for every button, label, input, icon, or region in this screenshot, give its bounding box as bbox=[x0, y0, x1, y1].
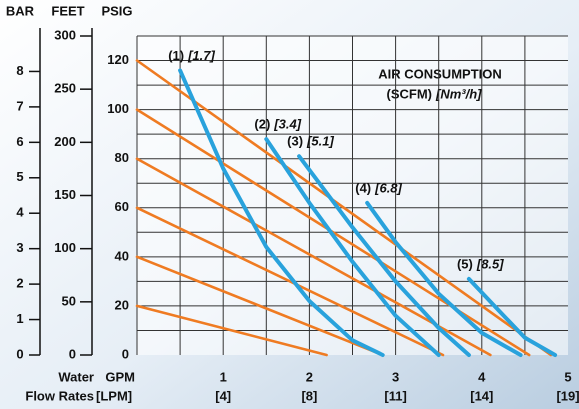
curve-label-metric: [1.7] bbox=[187, 48, 215, 63]
air-curve bbox=[297, 154, 471, 357]
feet-axis-title: FEET bbox=[51, 3, 84, 18]
y-tick-label: 20 bbox=[115, 297, 129, 312]
feet-tick-label: 50 bbox=[62, 293, 76, 308]
bar-tick-label: 0 bbox=[16, 346, 23, 361]
pressure-line bbox=[135, 304, 328, 357]
psig-axis-title: PSIG bbox=[101, 3, 132, 18]
x-sub-tick-label: [8] bbox=[301, 388, 317, 403]
bar-tick-label: 7 bbox=[16, 98, 23, 113]
x-tick-label: 5 bbox=[564, 369, 571, 384]
feet-tick-label: 250 bbox=[54, 81, 76, 96]
y-tick-label: 40 bbox=[115, 248, 129, 263]
feet-tick-label: 100 bbox=[54, 240, 76, 255]
curve-label-metric: [3.4] bbox=[273, 116, 301, 131]
pressure-line bbox=[135, 206, 445, 357]
feet-tick-label: 200 bbox=[54, 134, 76, 149]
x-sub-tick-label: [19] bbox=[556, 388, 579, 403]
feet-tick-label: 150 bbox=[54, 187, 76, 202]
air-curve bbox=[466, 276, 558, 357]
x-sub-tick-label: [11] bbox=[384, 388, 406, 403]
x-tick-label: 4 bbox=[478, 369, 486, 384]
curve-label-metric: [5.1] bbox=[306, 134, 334, 149]
y-tick-label: 100 bbox=[107, 101, 129, 116]
annotation-units-metric: [Nm³/h] bbox=[435, 86, 482, 101]
feet-tick-label: 0 bbox=[69, 346, 76, 361]
curve-label: (3) bbox=[287, 134, 303, 149]
x-sub-tick-label: [14] bbox=[470, 388, 493, 403]
curve-label: (1) bbox=[168, 48, 184, 63]
y-tick-label: 60 bbox=[115, 199, 129, 214]
curve-label: (2) bbox=[254, 116, 270, 131]
y-tick-label: 120 bbox=[107, 52, 129, 67]
x-axis-title: GPM bbox=[105, 369, 135, 384]
flow-label: Flow Rates bbox=[25, 388, 94, 403]
bar-axis-title: BAR bbox=[6, 3, 35, 18]
x-sub-axis-title: [LPM] bbox=[96, 388, 132, 403]
air-curve bbox=[178, 68, 385, 357]
annotation-title: AIR CONSUMPTION bbox=[378, 66, 502, 81]
bar-tick-label: 5 bbox=[16, 169, 23, 184]
x-sub-tick-label: [4] bbox=[215, 388, 231, 403]
x-tick-label: 1 bbox=[220, 369, 227, 384]
feet-tick-label: 300 bbox=[54, 27, 76, 42]
curve-label: (4) bbox=[355, 180, 371, 195]
x-tick-label: 2 bbox=[306, 369, 313, 384]
x-tick-label: 3 bbox=[392, 369, 399, 384]
bar-tick-label: 2 bbox=[16, 276, 23, 291]
bar-tick-label: 4 bbox=[16, 205, 24, 220]
pressure-line bbox=[135, 255, 384, 357]
air-curve bbox=[365, 200, 523, 357]
bar-tick-label: 3 bbox=[16, 240, 23, 255]
flow-label: Water bbox=[58, 369, 94, 384]
bar-tick-label: 6 bbox=[16, 134, 23, 149]
y-tick-label: 80 bbox=[115, 150, 129, 165]
air-curve bbox=[264, 137, 441, 357]
curve-label-metric: [6.8] bbox=[374, 180, 402, 195]
pressure-line bbox=[135, 59, 553, 357]
curve-label: (5) bbox=[457, 256, 473, 271]
annotation-units: (SCFM) bbox=[387, 86, 433, 101]
curve-label-metric: [8.5] bbox=[476, 256, 504, 271]
bar-tick-label: 1 bbox=[16, 311, 23, 326]
y-tick-label: 0 bbox=[122, 346, 129, 361]
bar-tick-label: 8 bbox=[16, 63, 23, 78]
